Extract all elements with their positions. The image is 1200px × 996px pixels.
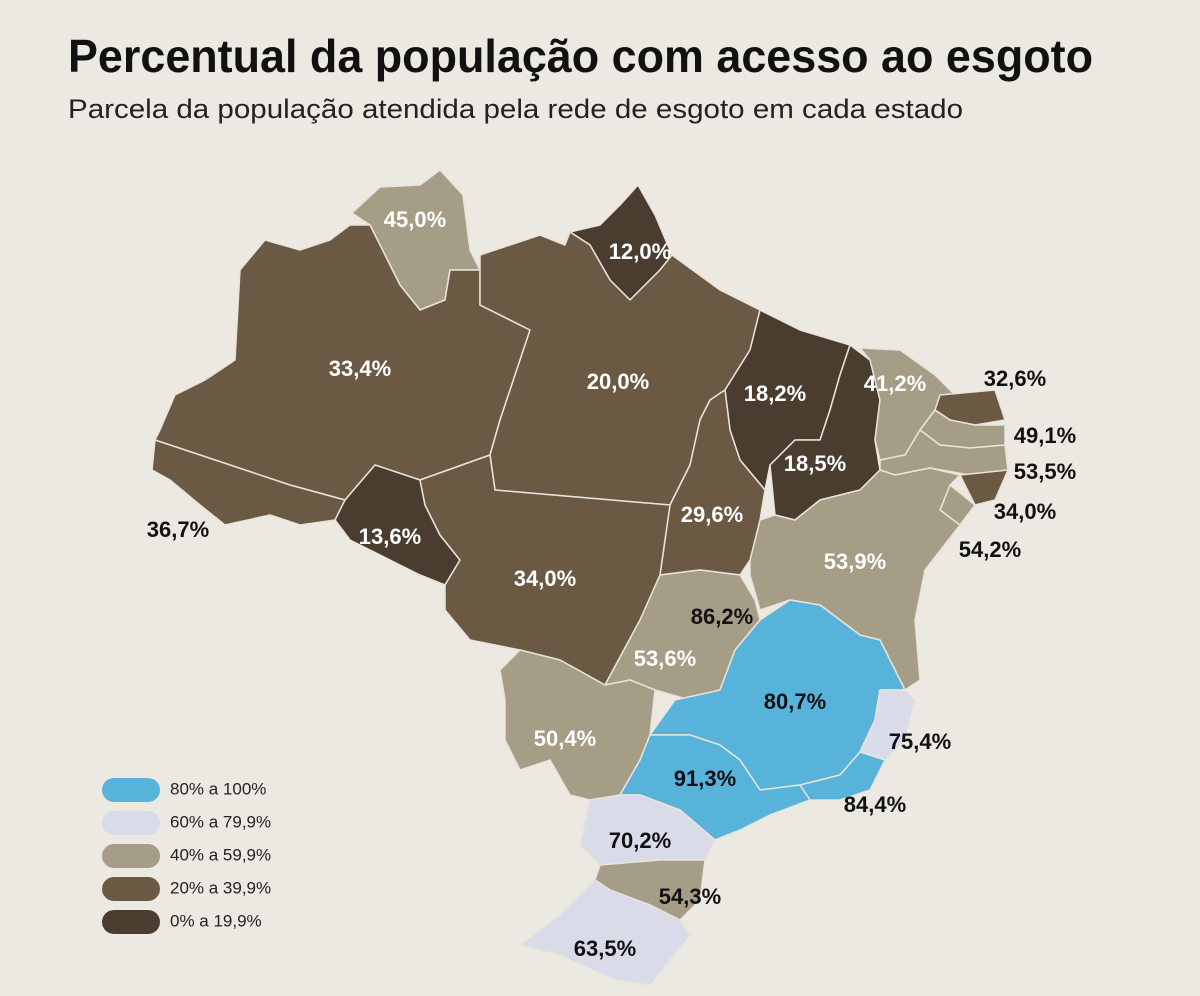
state-label: 50,4% <box>534 726 596 751</box>
state-label: 34,0% <box>514 566 576 591</box>
state-label: 63,5% <box>574 936 636 961</box>
state-label: 32,6% <box>984 366 1046 391</box>
state-label: 53,5% <box>1014 459 1076 484</box>
legend-label: 40% a 59,9% <box>170 845 271 864</box>
subtitle: Parcela da população atendida pela rede … <box>68 94 963 124</box>
state-label: 91,3% <box>674 766 736 791</box>
title: Percentual da população com acesso ao es… <box>68 30 1093 82</box>
states <box>151 169 1009 986</box>
state-shape <box>859 689 916 761</box>
state-label: 36,7% <box>147 517 209 542</box>
state-label: 53,6% <box>634 646 696 671</box>
state-label: 86,2% <box>691 604 753 629</box>
state-label: 29,6% <box>681 502 743 527</box>
state-label: 75,4% <box>889 729 951 754</box>
state-shape <box>151 439 346 526</box>
legend-swatch <box>102 778 160 802</box>
state-label: 49,1% <box>1014 423 1076 448</box>
legend-label: 0% a 19,9% <box>170 911 262 930</box>
state-shape <box>519 879 691 986</box>
legend-swatch <box>102 811 160 835</box>
state-label: 53,9% <box>824 549 886 574</box>
state-labels: 45,0% 12,0% 33,4% 20,0% 18,2% 18,5% 41,2% 32,6%… <box>147 207 1076 961</box>
state-label: 20,0% <box>587 369 649 394</box>
state-label: 45,0% <box>384 207 446 232</box>
state-label: 84,4% <box>844 792 906 817</box>
legend: 80% a 100% 60% a 79,9% 40% a 59,9% 20% a 39… <box>102 778 271 934</box>
legend-swatch <box>102 877 160 901</box>
state-label: 13,6% <box>359 524 421 549</box>
legend-swatch <box>102 844 160 868</box>
state-shape <box>799 751 886 801</box>
state-shape <box>959 469 1009 506</box>
state-label: 80,7% <box>764 689 826 714</box>
state-label: 33,4% <box>329 356 391 381</box>
state-label: 12,0% <box>609 239 671 264</box>
state-label: 18,5% <box>784 451 846 476</box>
state-label: 18,2% <box>744 381 806 406</box>
legend-label: 20% a 39,9% <box>170 878 271 897</box>
state-label: 34,0% <box>994 499 1056 524</box>
legend-label: 60% a 79,9% <box>170 812 271 831</box>
state-shape <box>749 467 961 691</box>
state-label: 54,3% <box>659 884 721 909</box>
state-label: 41,2% <box>864 371 926 396</box>
state-label: 54,2% <box>959 537 1021 562</box>
state-shape <box>579 794 716 866</box>
legend-swatch <box>102 910 160 934</box>
state-label: 70,2% <box>609 828 671 853</box>
legend-label: 80% a 100% <box>170 779 266 798</box>
